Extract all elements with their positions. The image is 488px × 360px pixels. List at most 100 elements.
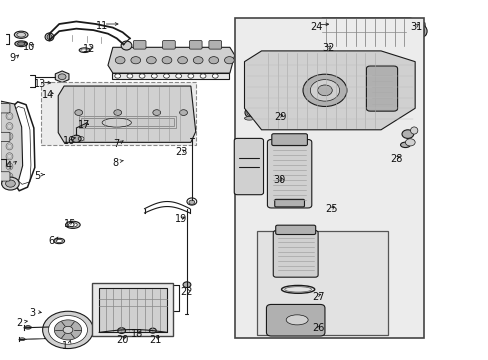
Circle shape bbox=[208, 57, 218, 64]
Ellipse shape bbox=[285, 315, 307, 325]
FancyBboxPatch shape bbox=[0, 104, 10, 113]
Text: 5: 5 bbox=[34, 171, 40, 181]
Circle shape bbox=[42, 311, 93, 348]
Text: 22: 22 bbox=[180, 287, 192, 297]
Circle shape bbox=[153, 110, 160, 116]
Text: 25: 25 bbox=[325, 204, 337, 215]
Circle shape bbox=[175, 74, 181, 78]
Polygon shape bbox=[112, 73, 228, 79]
Circle shape bbox=[75, 110, 82, 116]
Circle shape bbox=[146, 57, 156, 64]
Circle shape bbox=[162, 57, 171, 64]
Text: 21: 21 bbox=[149, 334, 162, 345]
Text: 6: 6 bbox=[48, 236, 55, 246]
Circle shape bbox=[1, 177, 19, 190]
Circle shape bbox=[212, 74, 218, 78]
FancyBboxPatch shape bbox=[92, 283, 172, 336]
Text: 17: 17 bbox=[78, 121, 90, 130]
Text: 19: 19 bbox=[175, 215, 187, 224]
Text: 12: 12 bbox=[82, 44, 95, 54]
Ellipse shape bbox=[65, 221, 80, 228]
Circle shape bbox=[177, 57, 187, 64]
Ellipse shape bbox=[68, 223, 77, 227]
Polygon shape bbox=[0, 101, 22, 184]
Text: 14: 14 bbox=[42, 90, 54, 100]
Circle shape bbox=[401, 130, 413, 138]
Text: 29: 29 bbox=[273, 112, 285, 122]
Text: 20: 20 bbox=[117, 334, 129, 345]
Circle shape bbox=[63, 326, 73, 333]
FancyBboxPatch shape bbox=[275, 225, 315, 234]
Ellipse shape bbox=[47, 35, 52, 40]
Circle shape bbox=[131, 57, 141, 64]
Polygon shape bbox=[55, 71, 69, 82]
Ellipse shape bbox=[15, 41, 27, 46]
Circle shape bbox=[115, 74, 121, 78]
Circle shape bbox=[149, 328, 156, 333]
Circle shape bbox=[114, 110, 122, 116]
FancyBboxPatch shape bbox=[256, 231, 387, 335]
Text: 4: 4 bbox=[5, 161, 12, 171]
Text: 27: 27 bbox=[311, 292, 324, 302]
Circle shape bbox=[71, 135, 81, 142]
Ellipse shape bbox=[19, 338, 25, 341]
Ellipse shape bbox=[56, 239, 62, 243]
Circle shape bbox=[58, 74, 66, 80]
Text: 26: 26 bbox=[311, 323, 324, 333]
Ellipse shape bbox=[410, 127, 417, 134]
Text: 9: 9 bbox=[9, 53, 16, 63]
Text: 10: 10 bbox=[23, 42, 35, 51]
Text: 3: 3 bbox=[29, 309, 35, 318]
Text: 7: 7 bbox=[113, 139, 119, 149]
Circle shape bbox=[118, 328, 125, 333]
Circle shape bbox=[317, 85, 331, 96]
Circle shape bbox=[405, 139, 414, 146]
Circle shape bbox=[187, 74, 193, 78]
Ellipse shape bbox=[24, 325, 31, 329]
FancyBboxPatch shape bbox=[162, 41, 175, 49]
Text: 28: 28 bbox=[389, 154, 401, 164]
Text: 32: 32 bbox=[322, 43, 334, 53]
Circle shape bbox=[54, 320, 81, 340]
Text: 8: 8 bbox=[113, 158, 119, 168]
FancyBboxPatch shape bbox=[267, 139, 311, 208]
Circle shape bbox=[115, 57, 125, 64]
Circle shape bbox=[151, 74, 157, 78]
Text: 16: 16 bbox=[63, 136, 75, 145]
Ellipse shape bbox=[14, 31, 28, 39]
Text: 24: 24 bbox=[310, 22, 322, 32]
Text: 30: 30 bbox=[273, 175, 285, 185]
Circle shape bbox=[193, 57, 203, 64]
FancyBboxPatch shape bbox=[273, 230, 318, 277]
Polygon shape bbox=[311, 18, 425, 46]
Polygon shape bbox=[58, 86, 195, 142]
Ellipse shape bbox=[45, 33, 54, 41]
Circle shape bbox=[48, 316, 87, 344]
Ellipse shape bbox=[244, 117, 254, 120]
Circle shape bbox=[183, 282, 190, 288]
FancyBboxPatch shape bbox=[366, 66, 397, 111]
Circle shape bbox=[127, 74, 133, 78]
FancyBboxPatch shape bbox=[234, 138, 263, 195]
Circle shape bbox=[303, 74, 346, 107]
Circle shape bbox=[200, 74, 205, 78]
Text: 31: 31 bbox=[409, 22, 422, 32]
Ellipse shape bbox=[102, 118, 131, 127]
Circle shape bbox=[139, 74, 145, 78]
Ellipse shape bbox=[414, 25, 426, 37]
FancyBboxPatch shape bbox=[274, 199, 304, 207]
Text: 11: 11 bbox=[96, 21, 108, 31]
Circle shape bbox=[179, 110, 187, 116]
Ellipse shape bbox=[246, 110, 251, 116]
Ellipse shape bbox=[121, 41, 132, 50]
Circle shape bbox=[224, 57, 234, 64]
FancyBboxPatch shape bbox=[133, 41, 146, 49]
FancyBboxPatch shape bbox=[266, 305, 325, 336]
Text: 13: 13 bbox=[34, 79, 46, 89]
Circle shape bbox=[310, 80, 339, 101]
Ellipse shape bbox=[244, 108, 253, 117]
FancyBboxPatch shape bbox=[189, 41, 202, 49]
Text: 1: 1 bbox=[61, 341, 68, 351]
Ellipse shape bbox=[416, 27, 424, 35]
Polygon shape bbox=[81, 118, 173, 126]
